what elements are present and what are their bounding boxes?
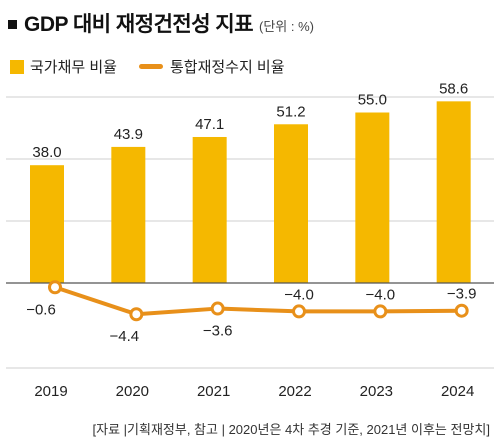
legend-bar-label: 국가채무 비율 [30,59,117,76]
line-point [48,280,62,295]
bar [355,112,390,283]
chart-title: GDP 대비 재정건전성 지표 [24,13,254,36]
line-point [454,303,469,318]
x-tick-label: 2020 [116,383,149,400]
bar-value-label: 51.2 [276,103,305,120]
line-point [210,301,225,316]
legend-line-label: 통합재정수지 비율 [169,59,285,76]
source-note: [자료 |기획재정부, 참고 | 2020년은 4차 추경 기준, 2021년 … [92,422,490,437]
x-tick-label: 2021 [197,383,230,400]
unit-note: (단위 : %) [259,19,314,34]
line-point [373,304,388,319]
bar [111,146,146,283]
x-tick-label: 2022 [278,383,311,400]
bar [192,136,227,283]
bar [30,165,64,283]
line-value-label: −3.9 [447,286,477,303]
x-tick-label: 2024 [441,383,474,400]
line-value-label: −3.6 [203,323,233,340]
bar-value-label: 58.6 [439,80,468,97]
line-point [129,307,144,322]
bar [436,101,471,283]
bar-value-label: 43.9 [114,126,143,143]
title-bullet [8,20,17,29]
line-value-label: −4.4 [110,328,140,345]
bar-value-label: 38.0 [32,144,61,161]
x-tick-label: 2019 [34,383,67,400]
line-value-label: −0.6 [26,301,56,318]
bar-value-label: 55.0 [358,92,387,109]
bar [274,124,308,283]
line-point [292,304,306,319]
legend-line-swatch [138,64,163,69]
line-series [53,285,464,317]
line-value-label: −4.0 [366,286,396,303]
chart-legend: 국가채무 비율 통합재정수지 비율 [10,56,285,77]
legend-bar-swatch [10,59,24,74]
x-tick-label: 2023 [360,383,393,400]
bar-value-label: 47.1 [195,116,224,133]
line-value-label: −4.0 [284,286,314,303]
chart-title-row: GDP 대비 재정건전성 지표 (단위 : %) [8,8,314,38]
